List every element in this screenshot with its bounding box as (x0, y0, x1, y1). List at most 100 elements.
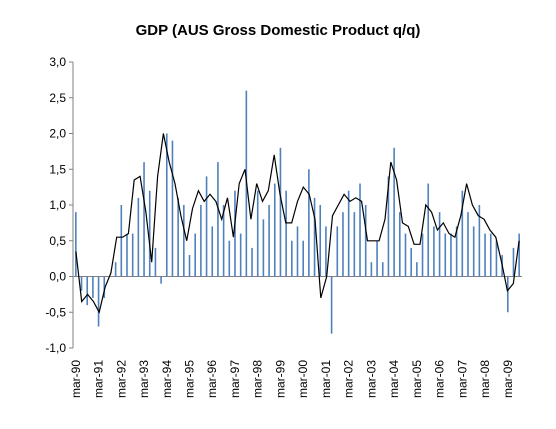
bar (393, 147, 395, 277)
bar (217, 162, 219, 277)
bar (171, 140, 174, 277)
x-tick-label: mar-05 (410, 360, 424, 398)
x-tick-label: mar-94 (160, 360, 174, 398)
bar (296, 226, 299, 277)
bar (421, 233, 424, 277)
bar (131, 233, 134, 277)
x-tick-label: mar-01 (319, 360, 333, 398)
bar (518, 233, 520, 277)
y-tick-label: 1,0 (49, 198, 66, 212)
bar (251, 247, 253, 277)
bar (137, 197, 140, 277)
y-tick-label: -1,0 (45, 341, 66, 355)
bar (399, 212, 401, 277)
bar (80, 276, 83, 291)
bar (148, 190, 151, 277)
y-tick-label: 0,5 (49, 234, 66, 248)
bar (177, 197, 179, 277)
bar (165, 133, 168, 277)
bar (285, 190, 287, 277)
bar (410, 247, 412, 277)
bar (200, 205, 202, 277)
bar (461, 190, 464, 277)
x-tick-label: mar-93 (137, 360, 151, 398)
x-tick-label: mar-97 (228, 360, 242, 398)
bar (143, 162, 145, 277)
bar (126, 233, 128, 277)
x-tick-label: mar-95 (183, 360, 197, 398)
bar (359, 183, 361, 277)
bar (342, 212, 344, 277)
y-axis-ticks: 3,0 2,5 2,0 1,5 1,0 0,5 0,0 -0,5 -1,0 (45, 55, 73, 355)
bar (478, 205, 481, 277)
bar (506, 276, 509, 313)
bar (427, 183, 430, 277)
bar (484, 233, 486, 277)
bar (273, 183, 276, 277)
bar (268, 205, 270, 277)
bar (404, 233, 407, 277)
bar (302, 240, 304, 277)
y-tick-label: 3,0 (49, 55, 66, 69)
bar (416, 262, 418, 277)
bar (228, 240, 231, 277)
bar (387, 176, 390, 277)
bar (291, 240, 293, 277)
bar (467, 212, 469, 277)
bar (336, 226, 339, 277)
bar (347, 190, 350, 277)
y-tick-label: -0,5 (45, 305, 66, 319)
bar (239, 233, 242, 277)
bar (319, 205, 322, 277)
bar (472, 226, 475, 277)
bar (495, 240, 498, 277)
x-tick-label: mar-07 (455, 360, 469, 398)
bar (325, 226, 327, 277)
bar (234, 190, 236, 277)
x-tick-label: mar-91 (92, 360, 106, 398)
x-tick-label: mar-09 (501, 360, 515, 398)
y-tick-label: 1,5 (49, 162, 66, 176)
bar (450, 233, 452, 277)
x-tick-label: mar-00 (296, 360, 310, 398)
x-axis-ticks: mar-90 mar-91 mar-92 mar-93 mar-94 mar-95 mar-… (69, 360, 515, 398)
bar (222, 205, 225, 277)
bar (370, 262, 373, 277)
x-tick-label: mar-08 (478, 360, 492, 398)
x-tick-label: mar-90 (69, 360, 83, 398)
bar (154, 247, 157, 277)
bar (330, 276, 333, 334)
bar (114, 262, 117, 277)
bar (211, 226, 214, 277)
bar (188, 255, 191, 277)
bar (97, 276, 100, 327)
y-tick-label: 0,0 (49, 270, 66, 284)
bar (438, 212, 441, 277)
bar (194, 233, 196, 277)
y-tick-label: 2,0 (49, 127, 66, 141)
bar (489, 233, 492, 277)
bar (160, 276, 162, 284)
bar (313, 197, 316, 277)
bar (205, 176, 208, 277)
x-tick-label: mar-98 (251, 360, 265, 398)
bar (308, 169, 310, 277)
bar (364, 205, 367, 277)
bar (120, 205, 123, 277)
x-tick-label: mar-06 (433, 360, 447, 398)
bar (75, 212, 77, 277)
bar (183, 205, 185, 277)
y-tick-label: 2,5 (49, 91, 66, 105)
x-tick-label: mar-02 (342, 360, 356, 398)
x-tick-label: mar-03 (364, 360, 378, 398)
bar (512, 247, 515, 277)
line-series (75, 133, 520, 314)
bar (279, 147, 282, 277)
bar (256, 190, 259, 277)
bar (381, 262, 384, 277)
bar (376, 240, 378, 277)
bar (262, 219, 265, 277)
bar (444, 233, 447, 277)
bar (103, 276, 106, 298)
